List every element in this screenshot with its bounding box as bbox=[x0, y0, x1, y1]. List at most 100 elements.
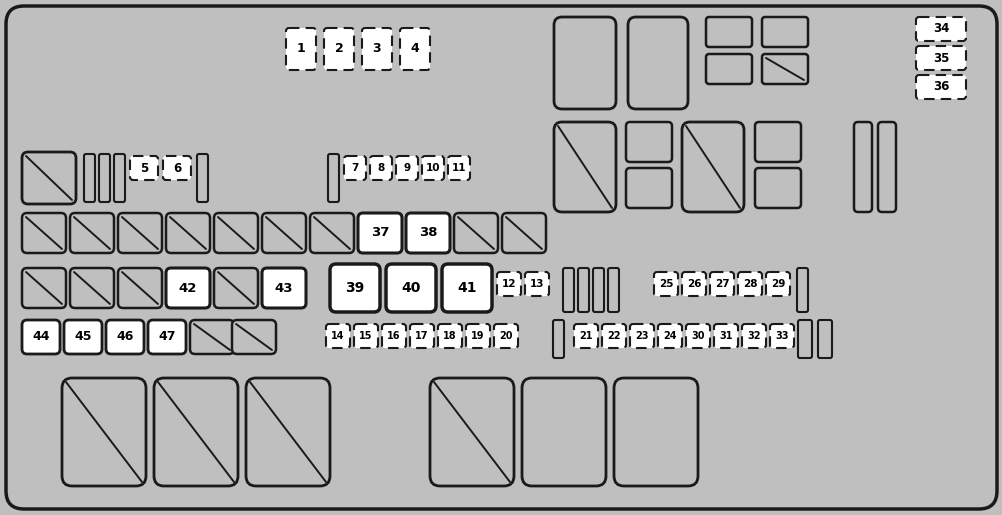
Text: 33: 33 bbox=[775, 331, 788, 341]
Text: 36: 36 bbox=[932, 80, 948, 94]
Text: 7: 7 bbox=[351, 163, 359, 173]
FancyBboxPatch shape bbox=[915, 75, 965, 99]
Text: 8: 8 bbox=[377, 163, 384, 173]
FancyBboxPatch shape bbox=[382, 324, 406, 348]
FancyBboxPatch shape bbox=[915, 17, 965, 41]
FancyBboxPatch shape bbox=[466, 324, 490, 348]
FancyBboxPatch shape bbox=[685, 324, 709, 348]
FancyBboxPatch shape bbox=[653, 272, 677, 296]
Text: 43: 43 bbox=[275, 282, 293, 295]
Text: 25: 25 bbox=[658, 279, 672, 289]
Text: 39: 39 bbox=[345, 281, 365, 295]
Text: 42: 42 bbox=[178, 282, 197, 295]
FancyBboxPatch shape bbox=[442, 264, 492, 312]
FancyBboxPatch shape bbox=[358, 213, 402, 253]
Text: 46: 46 bbox=[116, 331, 133, 344]
FancyBboxPatch shape bbox=[130, 156, 158, 180]
FancyBboxPatch shape bbox=[370, 156, 392, 180]
FancyBboxPatch shape bbox=[766, 272, 790, 296]
FancyBboxPatch shape bbox=[422, 156, 444, 180]
FancyBboxPatch shape bbox=[22, 152, 76, 204]
FancyBboxPatch shape bbox=[118, 213, 162, 253]
Text: 38: 38 bbox=[418, 227, 437, 239]
FancyBboxPatch shape bbox=[577, 268, 588, 312]
FancyBboxPatch shape bbox=[681, 272, 705, 296]
Text: 22: 22 bbox=[606, 331, 620, 341]
FancyBboxPatch shape bbox=[324, 28, 354, 70]
FancyBboxPatch shape bbox=[70, 213, 114, 253]
Text: 29: 29 bbox=[771, 279, 785, 289]
FancyBboxPatch shape bbox=[231, 320, 276, 354]
Text: 14: 14 bbox=[331, 331, 345, 341]
Text: 44: 44 bbox=[32, 331, 50, 344]
FancyBboxPatch shape bbox=[709, 272, 733, 296]
Text: 32: 32 bbox=[746, 331, 760, 341]
FancyBboxPatch shape bbox=[328, 154, 339, 202]
FancyBboxPatch shape bbox=[84, 154, 95, 202]
FancyBboxPatch shape bbox=[286, 28, 316, 70]
FancyBboxPatch shape bbox=[106, 320, 144, 354]
FancyBboxPatch shape bbox=[521, 378, 605, 486]
Text: 16: 16 bbox=[387, 331, 401, 341]
FancyBboxPatch shape bbox=[755, 122, 801, 162]
FancyBboxPatch shape bbox=[245, 378, 330, 486]
FancyBboxPatch shape bbox=[406, 213, 450, 253]
FancyBboxPatch shape bbox=[705, 17, 752, 47]
Text: 45: 45 bbox=[74, 331, 91, 344]
FancyBboxPatch shape bbox=[166, 268, 209, 308]
FancyBboxPatch shape bbox=[166, 213, 209, 253]
FancyBboxPatch shape bbox=[22, 320, 60, 354]
Text: 27: 27 bbox=[714, 279, 728, 289]
Text: 2: 2 bbox=[335, 43, 343, 56]
FancyBboxPatch shape bbox=[755, 168, 801, 208]
FancyBboxPatch shape bbox=[64, 320, 102, 354]
FancyBboxPatch shape bbox=[877, 122, 895, 212]
FancyBboxPatch shape bbox=[625, 168, 671, 208]
Text: 3: 3 bbox=[373, 43, 381, 56]
Text: 12: 12 bbox=[501, 279, 516, 289]
FancyBboxPatch shape bbox=[70, 268, 114, 308]
Text: 9: 9 bbox=[403, 163, 410, 173]
FancyBboxPatch shape bbox=[501, 213, 545, 253]
Text: 41: 41 bbox=[457, 281, 476, 295]
FancyBboxPatch shape bbox=[22, 213, 66, 253]
Text: 1: 1 bbox=[297, 43, 305, 56]
Text: 19: 19 bbox=[471, 331, 484, 341]
Text: 31: 31 bbox=[718, 331, 732, 341]
Text: 15: 15 bbox=[359, 331, 373, 341]
FancyBboxPatch shape bbox=[163, 156, 190, 180]
FancyBboxPatch shape bbox=[330, 264, 380, 312]
Text: 5: 5 bbox=[139, 162, 148, 175]
Text: 37: 37 bbox=[371, 227, 389, 239]
FancyBboxPatch shape bbox=[705, 54, 752, 84]
FancyBboxPatch shape bbox=[625, 122, 671, 162]
FancyBboxPatch shape bbox=[454, 213, 498, 253]
Text: 18: 18 bbox=[443, 331, 456, 341]
FancyBboxPatch shape bbox=[310, 213, 354, 253]
FancyBboxPatch shape bbox=[262, 213, 306, 253]
Text: 35: 35 bbox=[932, 52, 948, 64]
FancyBboxPatch shape bbox=[798, 320, 812, 358]
FancyBboxPatch shape bbox=[657, 324, 681, 348]
FancyBboxPatch shape bbox=[386, 264, 436, 312]
FancyBboxPatch shape bbox=[713, 324, 737, 348]
FancyBboxPatch shape bbox=[770, 324, 794, 348]
FancyBboxPatch shape bbox=[762, 17, 808, 47]
FancyBboxPatch shape bbox=[497, 272, 520, 296]
FancyBboxPatch shape bbox=[154, 378, 237, 486]
Text: 30: 30 bbox=[690, 331, 704, 341]
FancyBboxPatch shape bbox=[741, 324, 766, 348]
FancyBboxPatch shape bbox=[524, 272, 548, 296]
FancyBboxPatch shape bbox=[438, 324, 462, 348]
Text: 47: 47 bbox=[158, 331, 175, 344]
FancyBboxPatch shape bbox=[607, 268, 618, 312]
FancyBboxPatch shape bbox=[629, 324, 653, 348]
FancyBboxPatch shape bbox=[22, 268, 66, 308]
Text: 23: 23 bbox=[634, 331, 648, 341]
FancyBboxPatch shape bbox=[410, 324, 434, 348]
FancyBboxPatch shape bbox=[189, 320, 233, 354]
FancyBboxPatch shape bbox=[400, 28, 430, 70]
FancyBboxPatch shape bbox=[213, 268, 258, 308]
FancyBboxPatch shape bbox=[553, 17, 615, 109]
FancyBboxPatch shape bbox=[448, 156, 470, 180]
